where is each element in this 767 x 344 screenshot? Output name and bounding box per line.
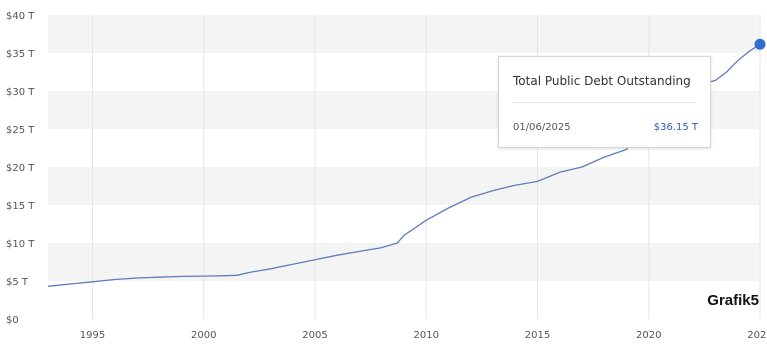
x-tick-label: 2015	[525, 330, 550, 341]
y-tick-label: $40 T	[6, 11, 35, 22]
x-tick-label: 2010	[414, 330, 439, 341]
y-tick-label: $25 T	[6, 125, 35, 136]
y-tick-label: $0	[6, 315, 19, 326]
tooltip-date: 01/06/2025	[513, 122, 571, 133]
tooltip: Total Public Debt Outstanding 01/06/2025…	[498, 56, 711, 148]
x-tick-label: 2025	[747, 330, 767, 341]
highlight-point[interactable]	[754, 38, 766, 50]
y-tick-label: $15 T	[6, 201, 35, 212]
y-tick-label: $20 T	[6, 163, 35, 174]
tooltip-title: Total Public Debt Outstanding	[513, 74, 691, 88]
tooltip-divider	[513, 102, 696, 103]
x-tick-label: 2005	[302, 330, 327, 341]
band	[48, 243, 760, 281]
y-tick-label: $30 T	[6, 87, 35, 98]
tooltip-value: $36.15 T	[653, 122, 698, 133]
y-axis-ticks: $0 $5 T $10 T $15 T $20 T $25 T $30 T $35 T $40 …	[6, 11, 35, 326]
y-tick-label: $10 T	[6, 239, 35, 250]
vertical-gridlines	[92, 15, 761, 319]
band	[48, 167, 760, 205]
band	[48, 15, 760, 53]
x-axis-ticks: 1995 2000 2005 2010 2015 2020 2025	[80, 330, 767, 341]
watermark-label: Grafik5	[707, 292, 759, 309]
horizontal-bands	[48, 15, 760, 281]
y-tick-label: $35 T	[6, 49, 35, 60]
x-tick-label: 1995	[80, 330, 105, 341]
y-tick-label: $5 T	[6, 277, 29, 288]
x-tick-label: 2020	[636, 330, 661, 341]
x-tick-label: 2000	[191, 330, 216, 341]
